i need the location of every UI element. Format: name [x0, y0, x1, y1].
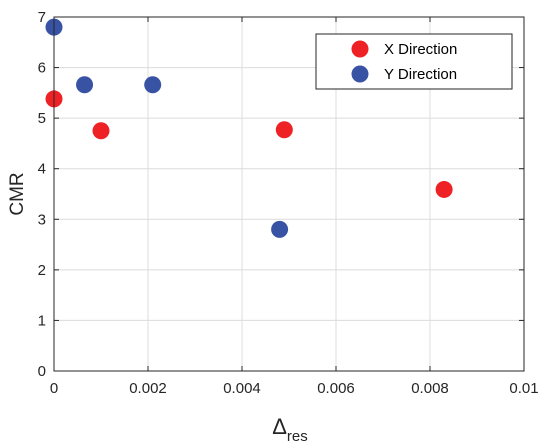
x-tick-label: 0.006 [317, 380, 355, 397]
x-tick-label: 0.01 [509, 380, 538, 397]
x-axis-label-main: Δ [272, 414, 287, 439]
legend-marker-y-direction [351, 65, 369, 83]
data-point-x-direction [435, 180, 453, 198]
y-tick-label: 6 [38, 60, 46, 77]
x-axis-label: Δres [272, 414, 308, 445]
y-axis-label: CMR [7, 172, 28, 215]
x-tick-label: 0.004 [223, 380, 261, 397]
data-points [45, 18, 453, 238]
x-tick-label: 0.008 [411, 380, 449, 397]
plot-frame [53, 16, 525, 372]
legend-label-y-direction: Y Direction [384, 66, 457, 83]
x-axis-label-subscript: res [287, 428, 308, 445]
y-tick-label: 4 [38, 161, 46, 178]
x-tick-label: 0 [50, 380, 58, 397]
data-point-x-direction [275, 121, 293, 139]
y-tick-label: 3 [38, 211, 46, 228]
data-point-y-direction [271, 220, 289, 238]
y-tick-label: 2 [38, 262, 46, 279]
data-point-y-direction [76, 76, 94, 94]
x-tick-label: 0.002 [129, 380, 167, 397]
y-tick-label: 7 [38, 9, 46, 26]
y-tick-label: 1 [38, 312, 46, 329]
y-tick-label: 5 [38, 110, 46, 127]
y-tick-label: 0 [38, 363, 46, 380]
legend-marker-x-direction [351, 40, 369, 58]
legend-label-x-direction: X Direction [384, 41, 457, 58]
data-point-x-direction [92, 122, 110, 140]
legend-box [315, 33, 513, 90]
data-point-y-direction [144, 76, 162, 94]
legend: X Direction Y Direction [315, 33, 513, 90]
axis-ticks: 0 0.002 0.004 0.006 0.008 0.01 0 1 2 3 4 5 6 7 [38, 9, 539, 397]
